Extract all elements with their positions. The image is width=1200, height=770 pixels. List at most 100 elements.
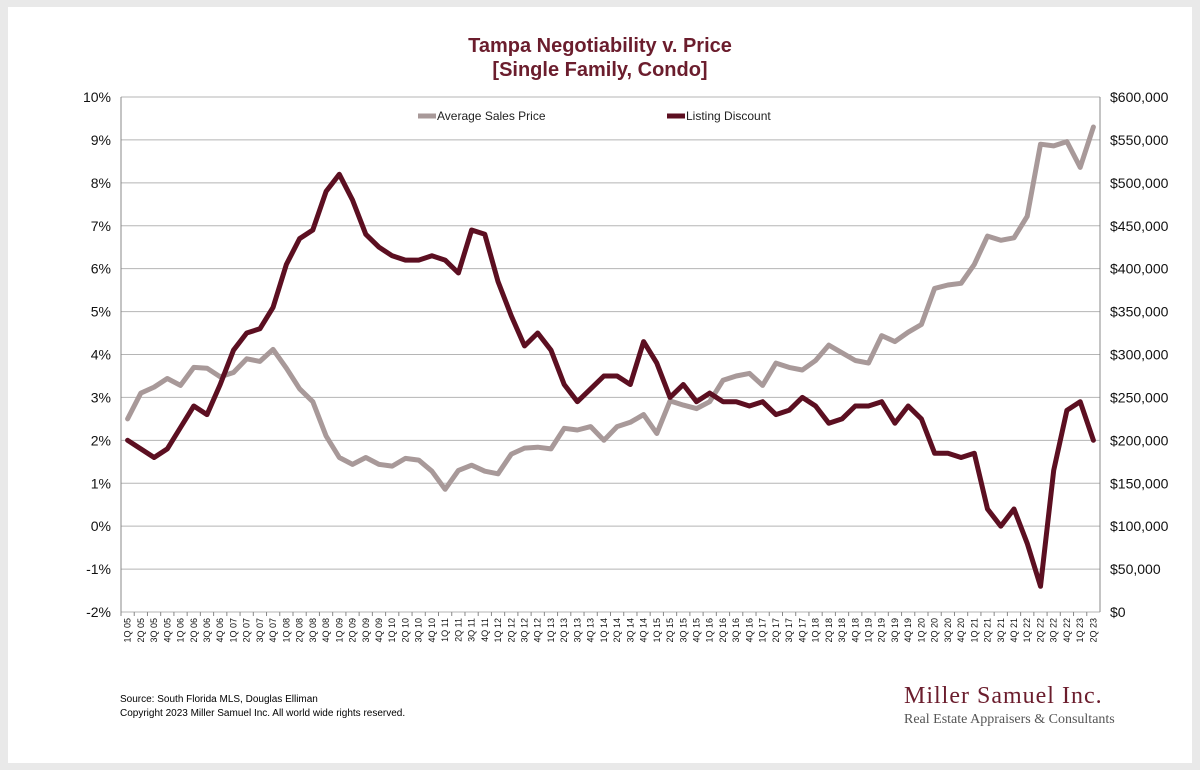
right-tick-label: $300,000 [1110,347,1169,363]
right-tick-label: $550,000 [1110,132,1169,148]
x-tick-label: 1Q 18 [811,618,821,643]
x-tick-label: 3Q 16 [731,618,741,643]
x-tick-label: 3Q 18 [837,618,847,643]
right-tick-label: $0 [1110,604,1126,620]
x-tick-label: 2Q 13 [559,618,569,643]
chart-axes [120,97,1101,612]
x-tick-label: 1Q 23 [1075,618,1085,643]
x-tick-label: 2Q 22 [1035,618,1045,643]
left-tick-label: 0% [91,518,111,534]
right-tick-label: $400,000 [1110,261,1169,277]
legend-label-average-sales-price: Average Sales Price [437,109,546,123]
x-tick-label: 3Q 12 [520,618,530,643]
left-tick-label: 1% [91,475,111,491]
x-tick-label: 1Q 12 [493,618,503,643]
chart-subtitle: [Single Family, Condo] [492,59,708,81]
x-tick-label: 3Q 20 [943,618,953,643]
x-tick-label: 4Q 18 [850,618,860,643]
x-tick-label: 3Q 19 [890,618,900,643]
x-tick-label: 4Q 20 [956,618,966,643]
x-tick-label: 3Q 13 [572,618,582,643]
left-tick-label: 9% [91,132,111,148]
left-tick-label: 5% [91,304,111,320]
x-tick-label: 3Q 09 [361,618,371,643]
left-tick-label: 3% [91,389,111,405]
series-lines [125,124,1096,589]
left-tick-label: 10% [83,89,111,105]
right-tick-label: $250,000 [1110,389,1169,405]
x-tick-label: 3Q 11 [467,618,477,642]
x-tick-label: 2Q 23 [1088,618,1098,643]
left-axis-ticks: 10% 9% 8% 7% 6% 5% 4% 3% 2% 1% 0% -1% -2% [83,89,111,620]
x-tick-label: 2Q 11 [453,618,463,642]
chart-title: Tampa Negotiability v. Price [468,35,732,57]
x-tick-label: 1Q 07 [228,618,238,643]
source-note: Source: South Florida MLS, Douglas Ellim… [120,693,405,721]
x-tick-label: 4Q 15 [691,618,701,643]
x-tick-label: 2Q 05 [136,618,146,643]
x-tick-label: 4Q 16 [744,618,754,643]
x-tick-label: 2Q 06 [189,618,199,643]
x-tick-label: 1Q 17 [758,618,768,643]
left-tick-label: 2% [91,432,111,448]
x-tick-label: 1Q 14 [599,618,609,643]
x-tick-label: 1Q 08 [281,618,291,643]
x-tick-label: 2Q 10 [400,618,410,643]
right-tick-label: $50,000 [1110,561,1161,577]
x-tick-label: 2Q 07 [242,618,252,643]
x-tick-label: 4Q 10 [427,618,437,643]
chart-title-block: Tampa Negotiability v. Price [Single Fam… [0,34,1200,82]
x-tick-label: 4Q 19 [903,618,913,643]
x-tick-label: 3Q 06 [202,618,212,643]
brand-tagline: Real Estate Appraisers & Consultants [904,712,1115,727]
left-tick-label: 8% [91,175,111,191]
x-tick-label: 4Q 06 [215,618,225,643]
right-tick-label: $200,000 [1110,432,1169,448]
x-tick-label: 3Q 17 [784,618,794,643]
x-tick-label: 3Q 15 [678,618,688,643]
x-tick-label: 2Q 12 [506,618,516,643]
right-tick-label: $600,000 [1110,89,1169,105]
x-tick-label: 3Q 22 [1049,618,1059,643]
x-tick-label: 1Q 20 [916,618,926,643]
x-tick-label: 3Q 08 [308,618,318,643]
x-tick-label: 1Q 11 [440,618,450,642]
x-tick-label: 2Q 09 [348,618,358,643]
x-tick-label: 2Q 19 [877,618,887,643]
legend: Average Sales Price Listing Discount [418,109,771,123]
x-tick-label: 2Q 16 [718,618,728,643]
right-tick-label: $500,000 [1110,175,1169,191]
x-tick-label: 4Q 12 [533,618,543,643]
x-tick-label: 4Q 13 [586,618,596,643]
x-tick-label: 1Q 13 [546,618,556,643]
copyright-text: Copyright 2023 Miller Samuel Inc. All wo… [120,708,406,719]
x-tick-label: 1Q 05 [123,618,133,643]
left-tick-label: 7% [91,218,111,234]
right-tick-label: $450,000 [1110,218,1169,234]
x-tick-label: 3Q 07 [255,618,265,643]
series-line-listing-discount [125,171,1096,589]
x-tick-label: 1Q 22 [1022,618,1032,643]
x-tick-label: 1Q 16 [705,618,715,643]
x-tick-label: 4Q 08 [321,618,331,643]
x-tick-label: 4Q 22 [1062,618,1072,643]
x-tick-label: 1Q 19 [863,618,873,643]
left-tick-label: -1% [86,561,111,577]
x-tick-label: 2Q 20 [930,618,940,643]
x-tick-label: 2Q 17 [771,618,781,643]
legend-label-listing-discount: Listing Discount [686,109,771,123]
x-tick-label: 1Q 10 [387,618,397,643]
x-tick-label: 4Q 14 [639,618,649,643]
chart-card [8,7,1192,763]
x-tick-label: 3Q 14 [625,618,635,643]
x-tick-label: 2Q 21 [983,618,993,643]
source-text: Source: South Florida MLS, Douglas Ellim… [120,694,318,705]
x-tick-label: 4Q 11 [480,618,490,642]
x-tick-label: 2Q 14 [612,618,622,643]
x-tick-label: 3Q 21 [996,618,1006,643]
series-line-average-sales-price [125,124,1096,492]
brand-logo: Miller Samuel Inc. Real Estate Appraiser… [904,682,1144,730]
x-tick-label: 4Q 21 [1009,618,1019,643]
x-tick-label: 2Q 15 [665,618,675,643]
right-tick-label: $350,000 [1110,304,1169,320]
